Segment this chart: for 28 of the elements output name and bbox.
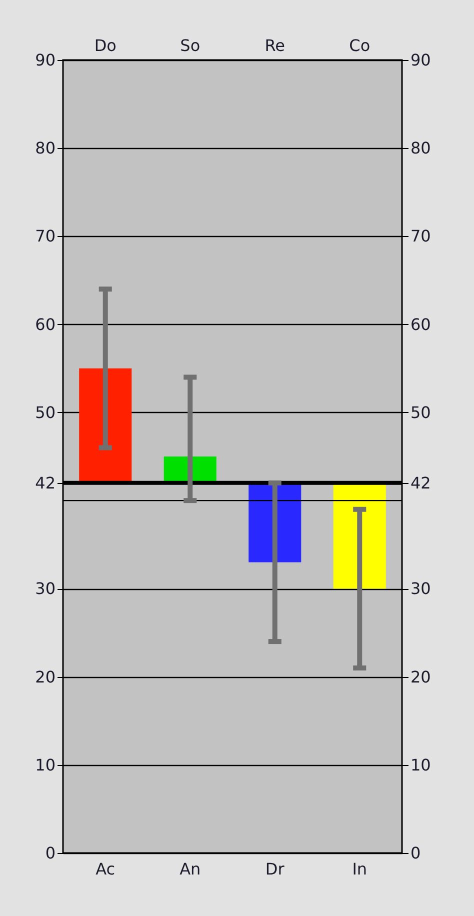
text: Co xyxy=(349,36,370,55)
y-tick-label: 50 xyxy=(35,402,56,422)
y2-tick-label: 30 xyxy=(410,579,431,598)
y-tick-label: 60 xyxy=(35,314,56,334)
y2-tick-label: 20 xyxy=(410,667,431,686)
y-tick-label: 10 xyxy=(35,755,56,774)
y-tick-label: 20 xyxy=(35,667,56,686)
y2-tick-label: 70 xyxy=(410,226,431,246)
y2-tick-label: 0 xyxy=(410,844,421,862)
x-tick-label: In xyxy=(352,860,368,878)
y-tick-label: 42 xyxy=(35,473,56,492)
text: So xyxy=(180,36,200,55)
y-tick-label: 90 xyxy=(35,50,56,70)
y2-tick-label: 10 xyxy=(410,755,431,774)
y2-tick-label: 42 xyxy=(410,473,431,492)
y2-tick-label: 90 xyxy=(410,50,431,70)
y-tick-label: 0 xyxy=(45,844,56,862)
y-tick-label: 80 xyxy=(35,138,56,158)
y-tick-label: 70 xyxy=(35,226,56,246)
x-tick-label: Ac xyxy=(96,860,116,878)
x-tick-label: An xyxy=(180,860,201,878)
x-tick-label: Dr xyxy=(265,860,285,878)
text: Do xyxy=(94,36,116,55)
y-tick-label: 30 xyxy=(35,579,56,598)
text: Re xyxy=(264,36,285,55)
y2-tick-label: 50 xyxy=(410,402,431,422)
y2-tick-label: 60 xyxy=(410,314,431,334)
y2-tick-label: 80 xyxy=(410,138,431,158)
